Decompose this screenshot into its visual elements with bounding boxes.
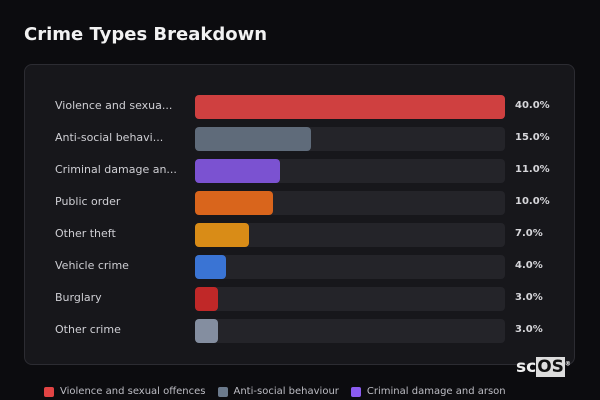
- bar-track: [195, 191, 505, 215]
- legend: Violence and sexual offences Anti-social …: [44, 386, 506, 397]
- bar-track: [195, 127, 505, 151]
- bar-row: Other theft 7.0%: [25, 223, 576, 247]
- category-label: Anti-social behavi...: [55, 131, 164, 144]
- bar-track: [195, 319, 505, 343]
- bar: [195, 159, 281, 183]
- chart-card: Violence and sexua... 40.0% Anti-social b…: [24, 64, 575, 365]
- legend-label: Criminal damage and arson: [366, 386, 506, 397]
- value-label: 40.0%: [515, 100, 550, 111]
- bar: [195, 223, 250, 247]
- bar: [195, 287, 219, 311]
- legend-item[interactable]: Anti-social behaviour: [217, 386, 339, 397]
- bar-row: Anti-social behavi... 15.0%: [25, 127, 576, 151]
- bar-row: Vehicle crime 4.0%: [25, 255, 576, 279]
- category-label: Other theft: [55, 227, 116, 240]
- value-label: 10.0%: [515, 196, 550, 207]
- chart-title: Crime Types Breakdown: [24, 24, 268, 45]
- legend-swatch: [217, 386, 228, 397]
- bar-track: [195, 159, 505, 183]
- value-label: 3.0%: [515, 292, 543, 303]
- bar-row: Burglary 3.0%: [25, 287, 576, 311]
- category-label: Violence and sexua...: [55, 99, 173, 112]
- bar-track: [195, 95, 505, 119]
- legend-item[interactable]: Criminal damage and arson: [350, 386, 506, 397]
- bar-track: [195, 223, 505, 247]
- legend-item[interactable]: Violence and sexual offences: [44, 386, 206, 397]
- bar-row: Violence and sexua... 40.0%: [25, 95, 576, 119]
- category-label: Vehicle crime: [55, 259, 129, 272]
- value-label: 4.0%: [515, 260, 543, 271]
- bar-row: Other crime 3.0%: [25, 319, 576, 343]
- legend-swatch: [350, 386, 361, 397]
- bar: [195, 319, 219, 343]
- value-label: 3.0%: [515, 324, 543, 335]
- bar: [195, 191, 273, 215]
- value-label: 11.0%: [515, 164, 550, 175]
- bar: [195, 127, 312, 151]
- bar: [195, 255, 226, 279]
- category-label: Other crime: [55, 323, 121, 336]
- bar-row: Criminal damage an... 11.0%: [25, 159, 576, 183]
- bar-track: [195, 287, 505, 311]
- value-label: 15.0%: [515, 132, 550, 143]
- legend-label: Anti-social behaviour: [233, 386, 339, 397]
- category-label: Public order: [55, 195, 121, 208]
- value-label: 7.0%: [515, 228, 543, 239]
- category-label: Criminal damage an...: [55, 163, 177, 176]
- scos-logo: scOS®: [516, 357, 571, 377]
- legend-swatch: [44, 386, 54, 397]
- bar: [195, 95, 505, 119]
- bar-row: Public order 10.0%: [25, 191, 576, 215]
- bar-track: [195, 255, 505, 279]
- category-label: Burglary: [55, 291, 102, 304]
- legend-label: Violence and sexual offences: [60, 386, 206, 397]
